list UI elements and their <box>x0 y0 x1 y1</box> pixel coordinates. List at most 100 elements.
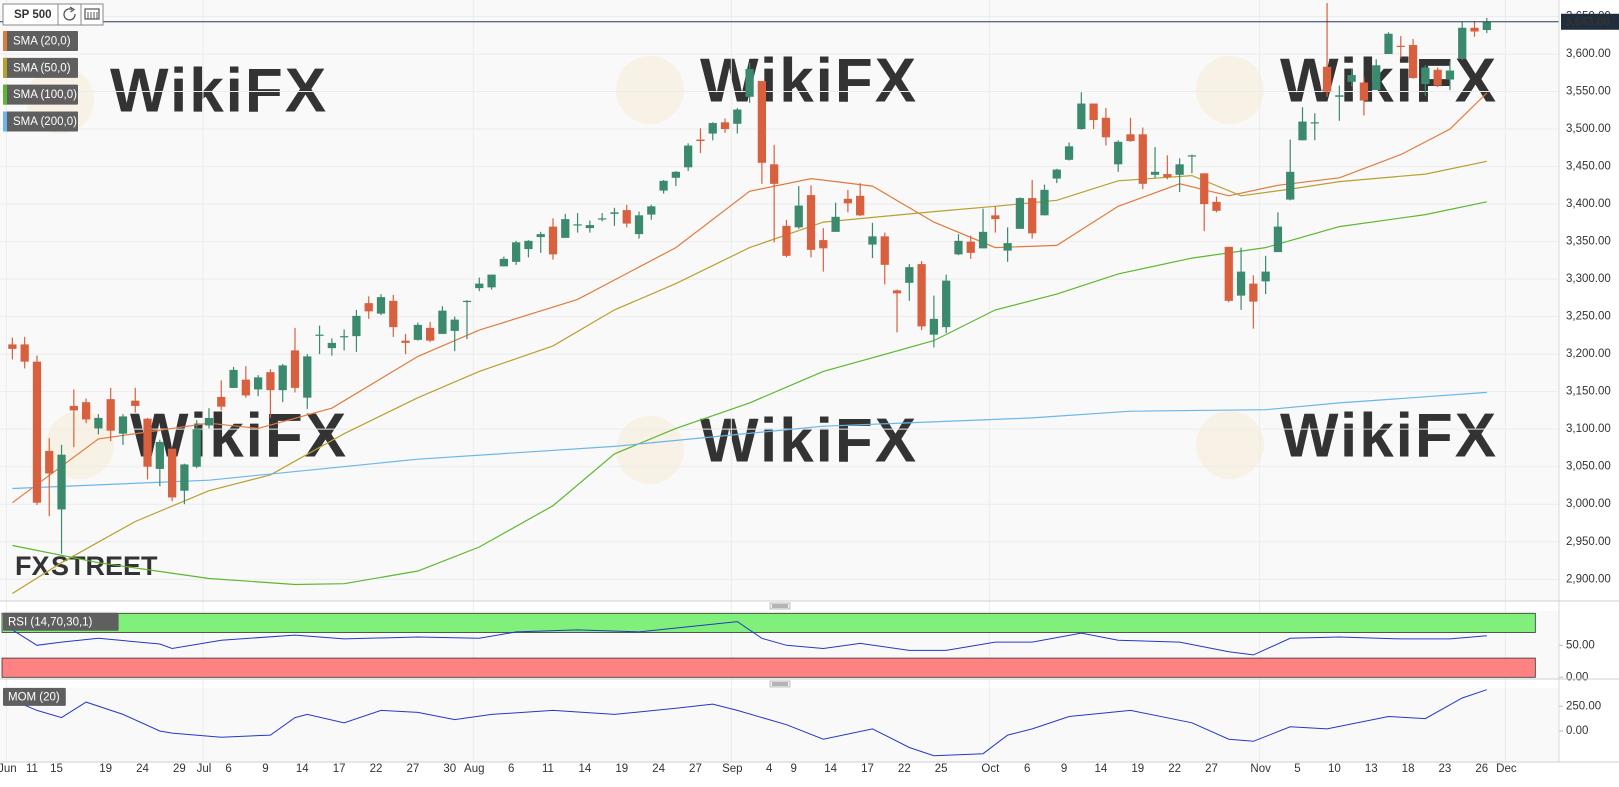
indicator-title-box <box>3 612 119 631</box>
x-tick-label: 9 <box>791 763 797 775</box>
candle-body <box>991 215 1000 220</box>
candle-body <box>585 225 594 229</box>
candle-body <box>487 274 496 288</box>
candle-body <box>1163 174 1172 178</box>
x-tick-label: 27 <box>1205 763 1218 775</box>
candle-body <box>1089 103 1098 121</box>
y-tick-label: 50.00 <box>1566 639 1595 651</box>
symbol-box[interactable] <box>2 3 104 26</box>
legend-swatch <box>3 30 7 51</box>
candle-body <box>413 324 422 340</box>
candle-body <box>892 290 902 294</box>
x-tick-label: 4 <box>766 763 773 775</box>
x-tick-label: 5 <box>1294 763 1300 775</box>
candle-body <box>536 234 545 238</box>
candle-body <box>978 231 988 249</box>
legend-box <box>3 111 78 132</box>
x-tick-label: 22 <box>370 763 383 775</box>
sma-line <box>12 92 1488 504</box>
symbol-label: SP 500 <box>14 9 52 21</box>
logo-fx: FX <box>15 551 50 581</box>
x-tick-label: 30 <box>443 763 456 775</box>
y-tick-label: 3,400.00 <box>1566 198 1611 210</box>
candle-body <box>241 379 250 396</box>
candle-body <box>217 396 226 407</box>
candle-body <box>1470 27 1479 32</box>
candle-body <box>929 318 939 335</box>
candle-body <box>8 344 17 349</box>
candle-body <box>954 240 963 255</box>
candle-body <box>1114 141 1123 165</box>
candle-body <box>733 109 742 124</box>
x-tick-label: Aug <box>464 763 484 775</box>
candle-body <box>364 303 373 312</box>
candle-body <box>1335 95 1344 97</box>
candle-body <box>1433 69 1442 86</box>
candle-body <box>81 402 91 420</box>
candle-body <box>1224 246 1233 301</box>
candle-body <box>880 236 889 265</box>
candle-body <box>303 356 312 398</box>
candle-body <box>499 258 508 267</box>
candle-body <box>794 205 803 228</box>
y-tick-label: 3,050.00 <box>1566 461 1611 473</box>
watermark: WikiFX <box>700 46 918 115</box>
splitter-handle[interactable] <box>769 680 791 688</box>
y-tick-label: 3,300.00 <box>1566 273 1611 285</box>
legend-label: SMA (200,0) <box>13 116 77 128</box>
y-tick-label: 3,000.00 <box>1566 498 1611 510</box>
candle-body <box>512 242 521 262</box>
watermark: WikiFX <box>1280 401 1498 470</box>
y-tick-label: 0.00 <box>1566 671 1588 683</box>
x-tick-label: 14 <box>1095 763 1108 775</box>
candle-body <box>1064 146 1074 160</box>
y-tick-label: 3,550.00 <box>1566 86 1611 98</box>
legend-label: SMA (20,0) <box>13 36 71 48</box>
legend-box <box>3 57 78 78</box>
main-panel <box>0 0 1559 601</box>
x-tick-label: 25 <box>935 763 948 775</box>
candle-body <box>1322 66 1332 92</box>
watermark-logo <box>46 411 114 479</box>
candle-body <box>548 226 558 255</box>
candle-body <box>401 340 410 343</box>
x-tick-label: 6 <box>225 763 231 775</box>
candle-body <box>917 264 926 327</box>
x-tick-label: Sep <box>722 763 742 775</box>
candle-body <box>32 361 42 503</box>
ruler-icon[interactable] <box>84 8 100 20</box>
x-tick-label: 10 <box>1328 763 1341 775</box>
candle-body <box>426 327 435 341</box>
candle-body <box>1028 198 1037 234</box>
candle-body <box>266 372 275 391</box>
indicator-title: RSI (14,70,30,1) <box>8 616 93 628</box>
candle-body <box>106 399 115 431</box>
x-tick-label: 19 <box>615 763 628 775</box>
x-tick-label: 14 <box>824 763 837 775</box>
candle-body <box>1408 45 1418 79</box>
candle-body <box>438 310 447 334</box>
candle-body <box>1384 33 1393 55</box>
watermark-logo <box>1196 411 1264 479</box>
candle-body <box>180 464 189 491</box>
y-tick-label: 2,950.00 <box>1566 536 1611 548</box>
x-tick-label: 17 <box>861 763 874 775</box>
candle-body <box>57 454 66 510</box>
candle-body <box>598 218 607 220</box>
candle-body <box>745 69 754 97</box>
splitter-handle[interactable] <box>769 602 791 610</box>
band <box>1 612 1536 633</box>
candle-body <box>1359 82 1369 101</box>
candle-body <box>118 416 128 434</box>
candle-body <box>192 429 201 467</box>
candle-body <box>1372 65 1381 91</box>
candle-body <box>340 336 349 338</box>
y-tick-label: 3,500.00 <box>1566 123 1611 135</box>
last-price-label: 3,643.00 <box>1565 16 1610 28</box>
candle-body <box>856 195 865 216</box>
watermark: WikiFX <box>130 401 348 470</box>
candle-body <box>1175 164 1184 175</box>
refresh-icon[interactable] <box>63 6 76 21</box>
watermark-logo <box>1196 56 1264 124</box>
